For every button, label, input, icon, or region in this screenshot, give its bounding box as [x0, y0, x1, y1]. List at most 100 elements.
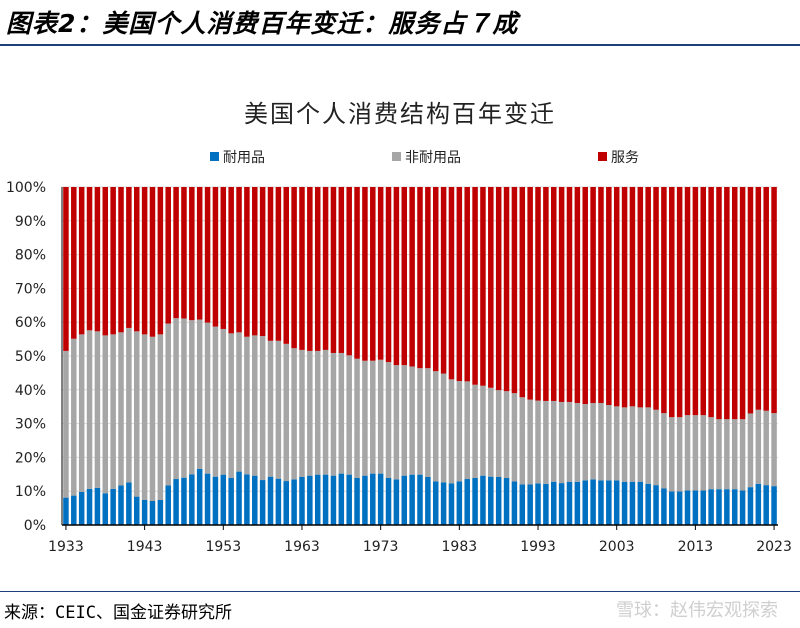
x-tick-label: 1973	[363, 539, 399, 555]
bar-1986-1	[480, 385, 486, 476]
bar-2011-2	[676, 187, 683, 418]
bar-1987-2	[488, 187, 494, 388]
bar-2001-1	[598, 402, 604, 481]
bar-1936-1	[86, 330, 93, 489]
bar-2008-0	[653, 485, 659, 525]
bar-2019-2	[739, 187, 746, 420]
bar-1957-0	[252, 475, 258, 525]
bar-2008-2	[653, 187, 659, 410]
y-tick-label: 0%	[24, 518, 46, 534]
figure-title: 图表2：美国个人消费百年变迁：服务占７成	[6, 9, 519, 38]
bar-1959-1	[267, 340, 274, 477]
bar-2015-1	[708, 417, 714, 490]
bar-1991-2	[519, 187, 526, 398]
bar-1976-0	[401, 475, 408, 525]
bar-1952-0	[212, 476, 219, 525]
bar-1950-2	[196, 187, 203, 320]
bar-1984-0	[464, 479, 470, 525]
bar-1946-1	[165, 323, 171, 486]
bar-1982-0	[448, 483, 455, 525]
bar-1979-2	[425, 187, 431, 369]
y-tick-label: 100%	[6, 180, 46, 196]
bar-1974-2	[385, 187, 392, 363]
bar-2014-0	[700, 490, 707, 525]
bar-1935-1	[78, 334, 85, 492]
bar-1946-2	[165, 187, 171, 324]
bar-1933-2	[63, 187, 69, 351]
bar-2001-2	[598, 187, 604, 403]
bar-1995-0	[551, 481, 557, 525]
bar-2000-1	[590, 402, 596, 480]
bar-1988-1	[495, 390, 502, 478]
bar-1981-0	[440, 482, 447, 525]
bar-1957-1	[252, 335, 258, 476]
bar-2003-0	[613, 480, 620, 525]
bar-2020-1	[747, 413, 754, 488]
bar-1967-1	[330, 352, 337, 476]
bar-2007-2	[645, 187, 651, 408]
bar-2020-2	[747, 187, 754, 414]
bar-2022-2	[763, 187, 769, 411]
bar-1941-0	[126, 482, 132, 525]
bar-1958-0	[259, 480, 266, 525]
bar-1942-1	[133, 331, 140, 497]
bar-1965-2	[314, 187, 321, 351]
bar-1953-0	[220, 474, 227, 525]
bar-1942-0	[133, 496, 140, 525]
bar-1992-2	[527, 187, 533, 400]
bar-1992-1	[527, 399, 533, 485]
bar-1958-2	[259, 187, 266, 337]
bar-1994-1	[543, 400, 549, 484]
bar-1934-2	[71, 187, 77, 339]
bar-1938-2	[102, 187, 109, 336]
bar-1998-0	[574, 481, 581, 525]
bar-1961-0	[283, 481, 289, 525]
bar-2019-1	[739, 419, 746, 491]
bar-2017-0	[724, 489, 730, 525]
bar-1978-0	[417, 474, 423, 525]
bar-1939-1	[110, 334, 116, 489]
bar-1940-0	[118, 485, 124, 525]
bar-1991-0	[519, 484, 526, 525]
bar-2018-2	[731, 187, 738, 420]
bar-1996-2	[558, 187, 565, 402]
bar-1937-1	[94, 331, 101, 488]
bar-1958-1	[259, 336, 266, 481]
bar-1985-2	[472, 187, 478, 385]
bar-1998-1	[574, 402, 581, 482]
bar-1973-0	[377, 473, 384, 525]
bar-1978-1	[417, 368, 423, 475]
bar-1983-0	[456, 481, 463, 525]
bar-1955-1	[236, 332, 242, 472]
bar-1962-0	[291, 479, 297, 525]
bar-1951-2	[204, 187, 211, 323]
bar-1966-1	[322, 349, 329, 475]
legend-swatch-0	[210, 152, 219, 161]
bar-1944-0	[149, 501, 156, 525]
bar-1954-1	[228, 333, 234, 479]
bar-1942-2	[133, 187, 140, 332]
legend-label-1: 非耐用品	[405, 150, 461, 166]
y-tick-label: 20%	[15, 450, 46, 466]
bar-1969-0	[346, 474, 352, 525]
x-tick-label: 1993	[520, 539, 556, 555]
bar-1948-0	[181, 477, 187, 525]
bar-1977-1	[409, 366, 415, 475]
bar-2013-0	[692, 490, 699, 525]
bar-1954-0	[228, 478, 234, 525]
bar-1952-2	[212, 187, 219, 327]
bar-2016-0	[716, 489, 722, 525]
bar-1980-2	[432, 187, 439, 372]
bar-2002-2	[606, 187, 612, 406]
bar-1947-0	[173, 479, 179, 525]
bar-2009-0	[661, 488, 667, 525]
bar-1974-0	[385, 478, 392, 525]
bar-1967-2	[330, 187, 337, 353]
legend-swatch-2	[598, 152, 607, 161]
bar-2010-1	[669, 417, 675, 492]
bar-1993-0	[535, 483, 541, 525]
legend-label-2: 服务	[611, 150, 639, 166]
footer-divider	[0, 591, 800, 592]
bar-2004-2	[621, 187, 628, 408]
y-tick-label: 60%	[15, 315, 46, 331]
